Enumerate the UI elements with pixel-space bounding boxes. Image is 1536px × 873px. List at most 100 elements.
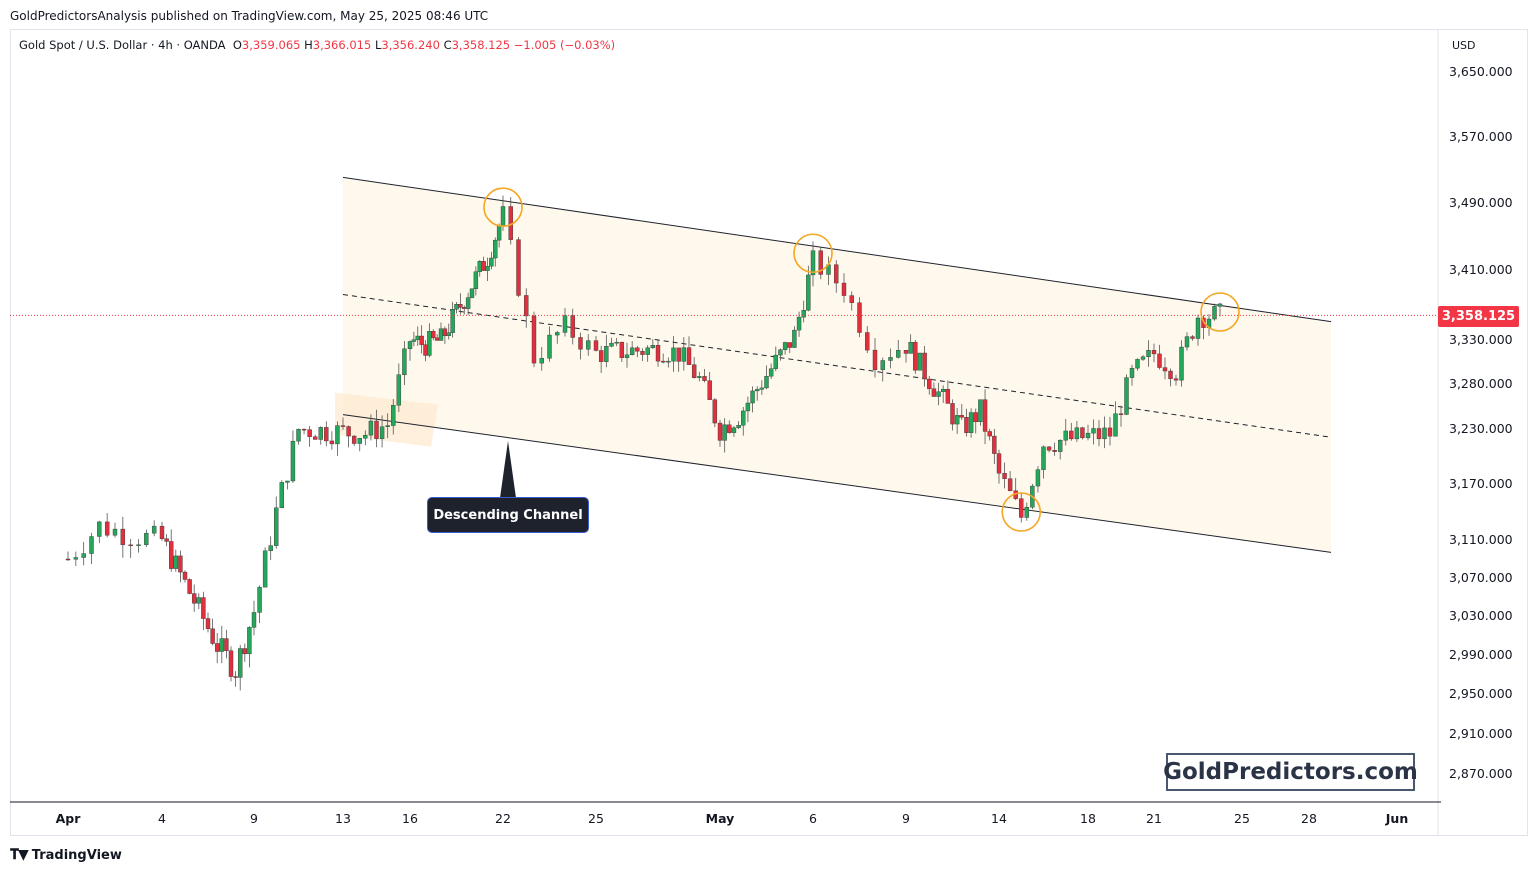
candle-body <box>431 331 436 339</box>
candle-body <box>411 339 417 342</box>
price-tick-label: 3,170.000 <box>1449 476 1513 491</box>
legend-low-label: L <box>374 38 382 52</box>
price-tick-label: 2,950.000 <box>1449 686 1513 701</box>
candle-body <box>201 597 206 619</box>
candle-body <box>144 532 149 545</box>
candle-body <box>865 332 870 351</box>
candle-body <box>187 579 192 594</box>
channel-start-highlight <box>335 392 438 447</box>
candle-body <box>1135 359 1140 369</box>
candle-body <box>922 352 927 380</box>
candle-body <box>159 525 165 539</box>
channel-midline[interactable] <box>342 294 1332 438</box>
candle-body <box>374 420 379 439</box>
time-tick-label: 25 <box>588 811 604 826</box>
candle-body <box>104 521 110 536</box>
highlight-circle[interactable] <box>1200 292 1240 332</box>
descending-channel-callout: Descending Channel <box>427 497 589 533</box>
candle-body <box>1096 428 1102 440</box>
candle-body <box>89 536 94 554</box>
candle-body <box>609 342 614 347</box>
candle-body <box>996 453 1002 474</box>
candle-body <box>407 341 413 350</box>
candle-body <box>473 271 479 289</box>
candle-body <box>324 427 329 442</box>
candle-body <box>578 337 583 350</box>
candle-body <box>645 347 650 355</box>
candle-body <box>964 417 969 433</box>
candle-body <box>671 347 676 362</box>
channel-upper-line[interactable] <box>342 176 1332 323</box>
candle-body <box>1063 430 1068 441</box>
candle-body <box>1024 506 1030 518</box>
highlight-circle[interactable] <box>483 187 523 227</box>
candle-body <box>539 358 544 364</box>
last-price-tag: 3,358.125 <box>1438 306 1519 327</box>
candle-body <box>214 643 220 652</box>
candle-body <box>442 328 448 336</box>
candle-body <box>834 264 839 284</box>
currency-label[interactable]: USD <box>1452 39 1476 52</box>
candle-body <box>458 304 463 308</box>
price-tick-label: 3,110.000 <box>1449 532 1513 547</box>
candle-body <box>1046 446 1052 451</box>
candle-body <box>857 302 862 333</box>
legend-change: −1.005 (−0.03%) <box>513 38 616 52</box>
candle-body <box>1124 377 1129 415</box>
candle-body <box>903 350 909 354</box>
legend-symbol: Gold Spot / U.S. Dollar · 4h · OANDA <box>19 38 226 52</box>
candle-body <box>917 352 923 371</box>
candle-body <box>1173 378 1179 381</box>
price-tick-label: 2,910.000 <box>1449 726 1513 741</box>
candle-body <box>741 410 746 426</box>
candle-body <box>562 315 568 333</box>
candle-body <box>402 348 407 375</box>
candle-body <box>1217 303 1223 307</box>
time-tick-label: 28 <box>1301 811 1317 826</box>
candle-body <box>676 347 681 362</box>
candle-body <box>841 282 847 296</box>
candle-body <box>516 239 521 296</box>
candle-body <box>629 347 635 355</box>
candle-body <box>736 425 741 429</box>
time-tick-label: 4 <box>158 811 166 826</box>
channel-lower-line[interactable] <box>342 414 1332 553</box>
candle-body <box>379 426 385 439</box>
candle-body <box>262 550 268 588</box>
candle-body <box>755 389 760 392</box>
candle-body <box>1146 349 1151 358</box>
candle-body <box>950 403 955 425</box>
candle-body <box>614 341 619 344</box>
candle-body <box>465 297 471 309</box>
candle-body <box>477 261 482 272</box>
candle-body <box>1179 346 1184 381</box>
highlight-circle[interactable] <box>793 233 833 274</box>
price-tick-label: 3,070.000 <box>1449 570 1513 585</box>
candle-body <box>136 544 141 546</box>
candle-body <box>908 342 913 354</box>
candle-body <box>936 391 941 397</box>
candle-body <box>196 597 202 604</box>
candle-body <box>312 436 318 440</box>
candle-body <box>318 427 323 440</box>
candle-body <box>434 337 440 341</box>
time-tick-label: 18 <box>1080 811 1096 826</box>
candle-body <box>168 541 174 569</box>
candle-body <box>959 415 964 418</box>
candle-body <box>1002 473 1007 479</box>
candle-body <box>973 412 978 423</box>
tradingview-footer[interactable]: 𝐓▼ TradingView <box>10 847 122 863</box>
highlight-circle[interactable] <box>1001 492 1042 532</box>
candle-body <box>547 334 552 359</box>
candle-body <box>307 429 312 437</box>
candle-body <box>806 274 811 311</box>
price-tick-label: 3,490.000 <box>1449 195 1513 210</box>
price-tick-label: 3,570.000 <box>1449 129 1513 144</box>
candle-body <box>691 364 697 378</box>
candle-body <box>978 399 983 423</box>
candle-body <box>173 555 179 569</box>
candle-body <box>1057 439 1063 452</box>
candle-body <box>1212 306 1217 320</box>
candle-body <box>120 528 126 546</box>
